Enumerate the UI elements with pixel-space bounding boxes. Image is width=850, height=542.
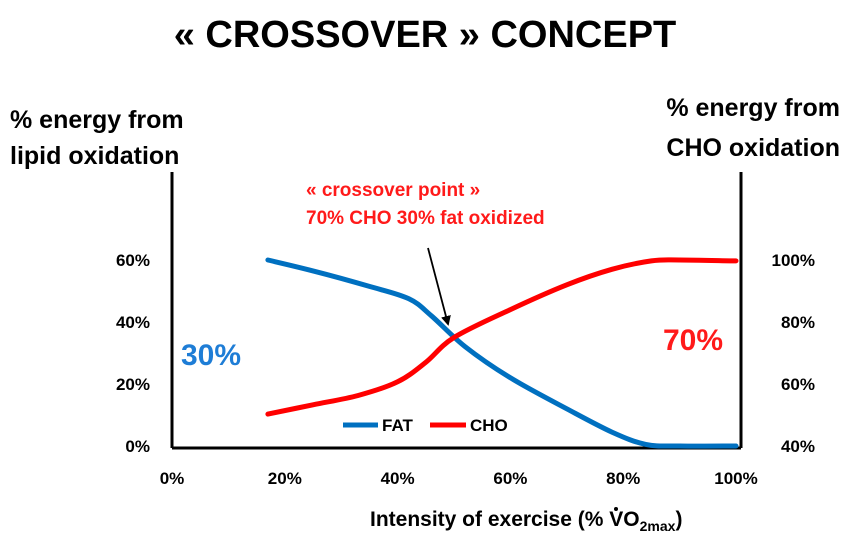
chart-title: « CROSSOVER » CONCEPT bbox=[173, 14, 677, 56]
left-y-tick-labels: 0% 20% 40% 60% bbox=[116, 251, 150, 456]
left-y-axis-title: % energy from lipid oxidation bbox=[10, 102, 184, 174]
right-y-axis-title-line1: % energy from bbox=[666, 94, 840, 122]
fat-series-line bbox=[265, 257, 739, 449]
x-axis-title: Intensity of exercise (% VO2max) bbox=[370, 507, 683, 535]
cho-share-label: 70% bbox=[663, 324, 723, 357]
x-tick-label: 80% bbox=[606, 469, 640, 488]
right-y-tick-label: 60% bbox=[781, 375, 815, 394]
left-y-axis-title-line1: % energy from bbox=[10, 106, 184, 134]
right-y-tick-label: 80% bbox=[781, 313, 815, 332]
cho-series-line bbox=[265, 257, 739, 417]
x-axis-title-suffix: ) bbox=[675, 508, 683, 531]
x-axis-title-o: O bbox=[623, 508, 640, 531]
crossover-annotation-line2: 70% CHO 30% fat oxidized bbox=[306, 208, 545, 229]
crossover-annotation-line1: « crossover point » bbox=[306, 180, 480, 201]
legend-cho-label: CHO bbox=[470, 416, 508, 435]
x-tick-label: 40% bbox=[381, 469, 415, 488]
right-y-tick-label: 40% bbox=[781, 437, 815, 456]
right-y-axis-title: % energy from CHO oxidation bbox=[666, 88, 840, 168]
legend-fat-label: FAT bbox=[382, 416, 413, 435]
crossover-arrow bbox=[427, 247, 451, 326]
x-axis-title-vdot: V bbox=[609, 507, 624, 531]
right-y-tick-label: 100% bbox=[772, 251, 815, 270]
x-tick-label: 0% bbox=[160, 469, 185, 488]
x-tick-label: 60% bbox=[493, 469, 527, 488]
left-y-axis-title-line2: lipid oxidation bbox=[10, 142, 180, 170]
left-y-tick-label: 20% bbox=[116, 375, 150, 394]
x-tick-labels: 0% 20% 40% 60% 80% 100% bbox=[160, 469, 758, 488]
right-y-axis-title-line2: CHO oxidation bbox=[666, 134, 840, 162]
left-y-tick-label: 60% bbox=[116, 251, 150, 270]
series-lines bbox=[265, 257, 739, 449]
fat-share-label: 30% bbox=[181, 339, 241, 372]
legend: FAT CHO bbox=[343, 416, 508, 435]
x-axis-title-prefix: Intensity of exercise (% bbox=[370, 508, 610, 531]
left-y-tick-label: 40% bbox=[116, 313, 150, 332]
x-tick-label: 20% bbox=[268, 469, 302, 488]
right-y-tick-labels: 40% 60% 80% 100% bbox=[772, 251, 815, 456]
left-y-tick-label: 0% bbox=[125, 437, 150, 456]
x-tick-label: 100% bbox=[714, 469, 757, 488]
x-axis-title-sub: 2max bbox=[639, 518, 676, 535]
